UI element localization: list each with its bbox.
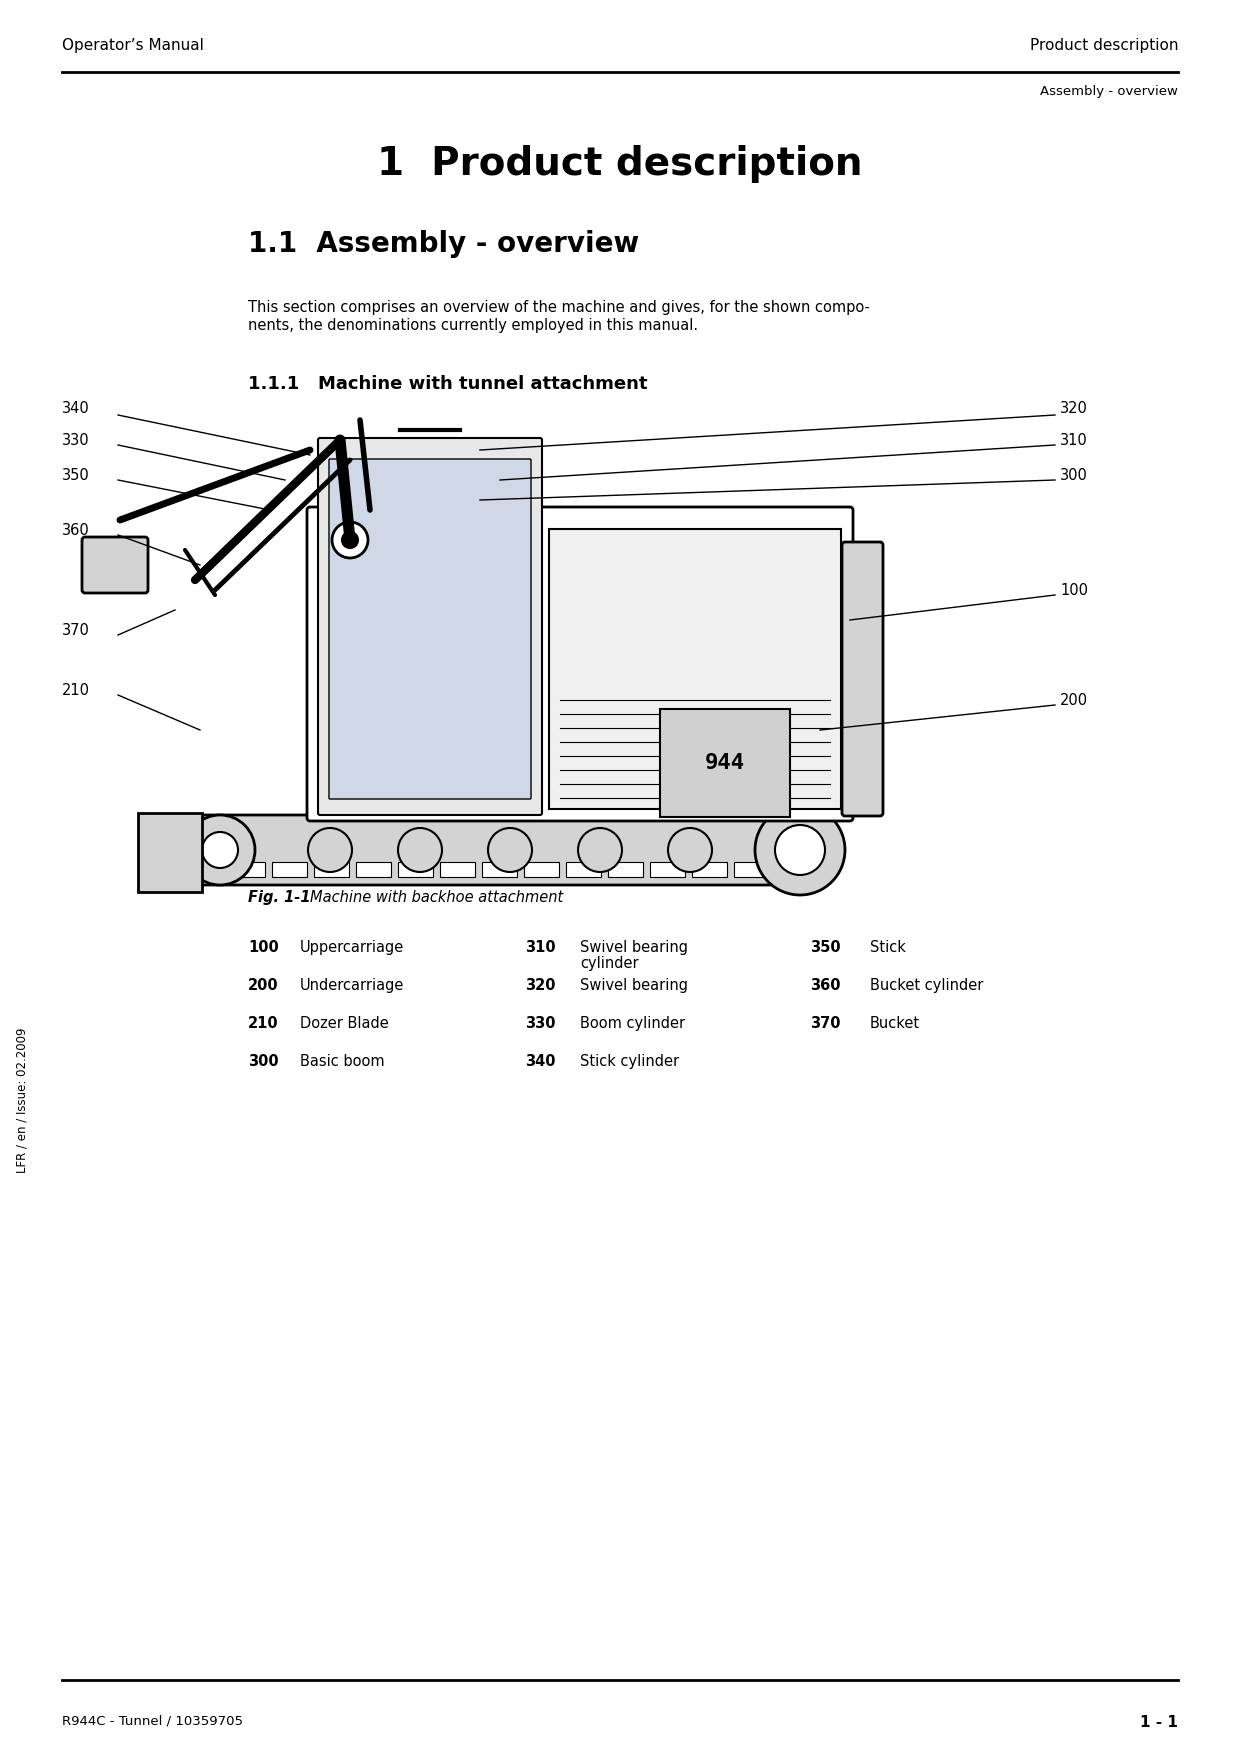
Text: 320: 320 — [1060, 400, 1087, 416]
Text: nents, the denominations currently employed in this manual.: nents, the denominations currently emplo… — [248, 318, 698, 333]
Text: 1  Product description: 1 Product description — [377, 146, 863, 183]
Text: Product description: Product description — [1029, 39, 1178, 53]
Bar — [734, 862, 769, 878]
Text: 300: 300 — [1060, 467, 1087, 483]
Bar — [608, 862, 644, 878]
Circle shape — [489, 828, 532, 872]
Bar — [650, 862, 684, 878]
Text: 100: 100 — [1060, 583, 1087, 597]
Text: 360: 360 — [62, 523, 89, 537]
Text: 310: 310 — [525, 941, 556, 955]
Text: Stick cylinder: Stick cylinder — [580, 1055, 680, 1069]
Text: Boom cylinder: Boom cylinder — [580, 1016, 686, 1030]
Text: 1.1.1   Machine with tunnel attachment: 1.1.1 Machine with tunnel attachment — [248, 376, 647, 393]
Text: 100: 100 — [248, 941, 279, 955]
Text: cylinder: cylinder — [580, 956, 639, 971]
Text: 210: 210 — [248, 1016, 279, 1030]
Text: 350: 350 — [810, 941, 841, 955]
Text: Swivel bearing: Swivel bearing — [580, 941, 688, 955]
Text: Assembly - overview: Assembly - overview — [1040, 84, 1178, 98]
Bar — [692, 862, 727, 878]
Text: 340: 340 — [525, 1055, 556, 1069]
Text: R944C - Tunnel / 10359705: R944C - Tunnel / 10359705 — [62, 1715, 243, 1729]
Text: Operator’s Manual: Operator’s Manual — [62, 39, 203, 53]
Text: 210: 210 — [62, 683, 91, 697]
Bar — [314, 862, 348, 878]
Text: 310: 310 — [1060, 432, 1087, 448]
Circle shape — [398, 828, 441, 872]
Text: 200: 200 — [248, 978, 279, 993]
Text: 200: 200 — [1060, 693, 1089, 707]
Text: Bucket cylinder: Bucket cylinder — [870, 978, 983, 993]
Circle shape — [332, 521, 368, 558]
Bar — [525, 862, 559, 878]
Circle shape — [775, 825, 825, 876]
Text: Basic boom: Basic boom — [300, 1055, 384, 1069]
FancyBboxPatch shape — [195, 814, 825, 885]
Text: Bucket: Bucket — [870, 1016, 920, 1030]
FancyBboxPatch shape — [329, 460, 531, 799]
Text: 330: 330 — [525, 1016, 556, 1030]
Bar — [565, 862, 601, 878]
FancyBboxPatch shape — [308, 507, 853, 821]
Text: 340: 340 — [62, 400, 89, 416]
Text: Fig. 1-1: Fig. 1-1 — [248, 890, 310, 906]
FancyBboxPatch shape — [138, 813, 202, 892]
FancyBboxPatch shape — [82, 537, 148, 593]
Circle shape — [755, 806, 844, 895]
Text: 360: 360 — [810, 978, 841, 993]
Circle shape — [202, 832, 238, 869]
Text: LFR / en / Issue: 02.2009: LFR / en / Issue: 02.2009 — [15, 1027, 29, 1172]
Text: 370: 370 — [62, 623, 89, 637]
Text: Dozer Blade: Dozer Blade — [300, 1016, 389, 1030]
Circle shape — [185, 814, 255, 885]
FancyBboxPatch shape — [842, 542, 883, 816]
Bar — [482, 862, 517, 878]
FancyBboxPatch shape — [549, 528, 841, 809]
Text: 330: 330 — [62, 432, 89, 448]
Bar — [356, 862, 391, 878]
Circle shape — [578, 828, 622, 872]
Text: 300: 300 — [248, 1055, 279, 1069]
Bar — [398, 862, 433, 878]
Bar — [229, 862, 265, 878]
Text: 1 - 1: 1 - 1 — [1140, 1715, 1178, 1730]
Text: This section comprises an overview of the machine and gives, for the shown compo: This section comprises an overview of th… — [248, 300, 870, 314]
Text: Machine with backhoe attachment: Machine with backhoe attachment — [310, 890, 563, 906]
Text: Uppercarriage: Uppercarriage — [300, 941, 404, 955]
Text: 370: 370 — [810, 1016, 841, 1030]
Circle shape — [668, 828, 712, 872]
Text: Stick: Stick — [870, 941, 906, 955]
Text: 1.1  Assembly - overview: 1.1 Assembly - overview — [248, 230, 639, 258]
Circle shape — [308, 828, 352, 872]
Bar — [272, 862, 308, 878]
Text: Undercarriage: Undercarriage — [300, 978, 404, 993]
Text: 350: 350 — [62, 467, 89, 483]
Text: 944: 944 — [704, 753, 745, 772]
Bar — [440, 862, 475, 878]
Text: 320: 320 — [525, 978, 556, 993]
Text: Swivel bearing: Swivel bearing — [580, 978, 688, 993]
Circle shape — [342, 532, 358, 548]
FancyBboxPatch shape — [317, 439, 542, 814]
